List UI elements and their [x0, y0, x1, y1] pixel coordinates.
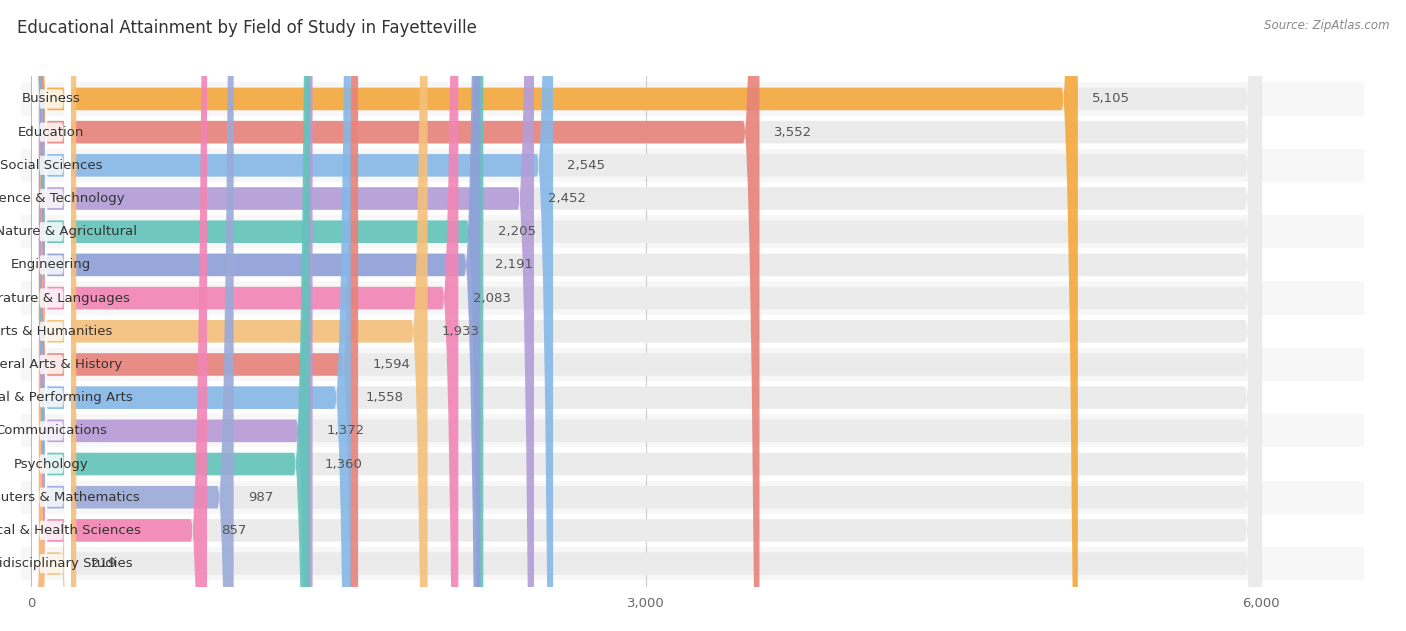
FancyBboxPatch shape: [31, 0, 1261, 631]
FancyBboxPatch shape: [32, 0, 70, 631]
Text: Arts & Humanities: Arts & Humanities: [0, 325, 112, 338]
Text: Physical & Health Sciences: Physical & Health Sciences: [0, 524, 141, 537]
FancyBboxPatch shape: [32, 0, 70, 631]
FancyBboxPatch shape: [31, 0, 427, 631]
Text: 987: 987: [247, 491, 273, 504]
Text: 2,545: 2,545: [568, 159, 606, 172]
Text: 1,558: 1,558: [366, 391, 404, 404]
FancyBboxPatch shape: [32, 0, 70, 631]
FancyBboxPatch shape: [31, 0, 350, 631]
FancyBboxPatch shape: [32, 0, 70, 631]
FancyBboxPatch shape: [31, 0, 1261, 631]
FancyBboxPatch shape: [31, 0, 1261, 631]
FancyBboxPatch shape: [31, 0, 534, 631]
Text: Educational Attainment by Field of Study in Fayetteville: Educational Attainment by Field of Study…: [17, 19, 477, 37]
FancyBboxPatch shape: [31, 0, 1261, 631]
FancyBboxPatch shape: [31, 0, 311, 631]
FancyBboxPatch shape: [31, 0, 1261, 631]
FancyBboxPatch shape: [31, 0, 312, 631]
Text: 2,205: 2,205: [498, 225, 536, 239]
Bar: [21, 547, 1364, 580]
Text: Computers & Mathematics: Computers & Mathematics: [0, 491, 141, 504]
Text: 1,594: 1,594: [373, 358, 411, 371]
Text: Bio, Nature & Agricultural: Bio, Nature & Agricultural: [0, 225, 136, 239]
Text: Multidisciplinary Studies: Multidisciplinary Studies: [0, 557, 132, 570]
FancyBboxPatch shape: [31, 0, 1261, 631]
Text: Visual & Performing Arts: Visual & Performing Arts: [0, 391, 132, 404]
Bar: [21, 447, 1364, 481]
FancyBboxPatch shape: [32, 0, 70, 631]
FancyBboxPatch shape: [31, 0, 233, 631]
FancyBboxPatch shape: [31, 0, 1261, 631]
FancyBboxPatch shape: [31, 0, 553, 631]
FancyBboxPatch shape: [31, 0, 1261, 631]
Bar: [21, 215, 1364, 249]
FancyBboxPatch shape: [31, 0, 1261, 631]
FancyBboxPatch shape: [32, 0, 70, 631]
Text: 2,191: 2,191: [495, 259, 533, 271]
Text: Psychology: Psychology: [14, 457, 89, 471]
FancyBboxPatch shape: [31, 0, 1261, 631]
Bar: [21, 115, 1364, 149]
Text: 857: 857: [221, 524, 246, 537]
FancyBboxPatch shape: [32, 0, 70, 631]
FancyBboxPatch shape: [32, 0, 70, 631]
FancyBboxPatch shape: [32, 0, 70, 631]
Text: 3,552: 3,552: [773, 126, 811, 139]
Text: Liberal Arts & History: Liberal Arts & History: [0, 358, 122, 371]
Text: Business: Business: [22, 93, 80, 105]
FancyBboxPatch shape: [31, 0, 759, 631]
Text: Science & Technology: Science & Technology: [0, 192, 124, 205]
Bar: [21, 381, 1364, 414]
Bar: [21, 315, 1364, 348]
FancyBboxPatch shape: [31, 0, 458, 631]
FancyBboxPatch shape: [31, 0, 1261, 631]
FancyBboxPatch shape: [31, 0, 1078, 631]
Text: 5,105: 5,105: [1092, 93, 1130, 105]
FancyBboxPatch shape: [31, 0, 1261, 631]
Bar: [21, 348, 1364, 381]
Text: Engineering: Engineering: [11, 259, 91, 271]
FancyBboxPatch shape: [31, 0, 359, 631]
Bar: [21, 514, 1364, 547]
Text: 2,452: 2,452: [548, 192, 586, 205]
Text: 1,360: 1,360: [325, 457, 363, 471]
Text: Education: Education: [18, 126, 84, 139]
FancyBboxPatch shape: [31, 0, 1261, 631]
Text: Communications: Communications: [0, 424, 107, 437]
FancyBboxPatch shape: [32, 0, 70, 631]
FancyBboxPatch shape: [31, 0, 484, 631]
Bar: [21, 481, 1364, 514]
Bar: [21, 414, 1364, 447]
Bar: [21, 83, 1364, 115]
FancyBboxPatch shape: [31, 0, 1261, 631]
Text: 1,933: 1,933: [441, 325, 479, 338]
Bar: [21, 249, 1364, 281]
Bar: [21, 281, 1364, 315]
Text: 219: 219: [90, 557, 115, 570]
FancyBboxPatch shape: [32, 0, 70, 631]
FancyBboxPatch shape: [31, 0, 481, 631]
FancyBboxPatch shape: [32, 0, 70, 631]
FancyBboxPatch shape: [32, 0, 70, 631]
Text: 1,372: 1,372: [328, 424, 366, 437]
FancyBboxPatch shape: [31, 0, 1261, 631]
Text: 2,083: 2,083: [472, 292, 510, 305]
FancyBboxPatch shape: [32, 0, 70, 631]
FancyBboxPatch shape: [32, 0, 70, 631]
Text: Social Sciences: Social Sciences: [0, 159, 103, 172]
FancyBboxPatch shape: [31, 0, 76, 631]
Text: Source: ZipAtlas.com: Source: ZipAtlas.com: [1264, 19, 1389, 32]
Bar: [21, 182, 1364, 215]
Text: Literature & Languages: Literature & Languages: [0, 292, 129, 305]
Bar: [21, 149, 1364, 182]
FancyBboxPatch shape: [31, 0, 207, 631]
